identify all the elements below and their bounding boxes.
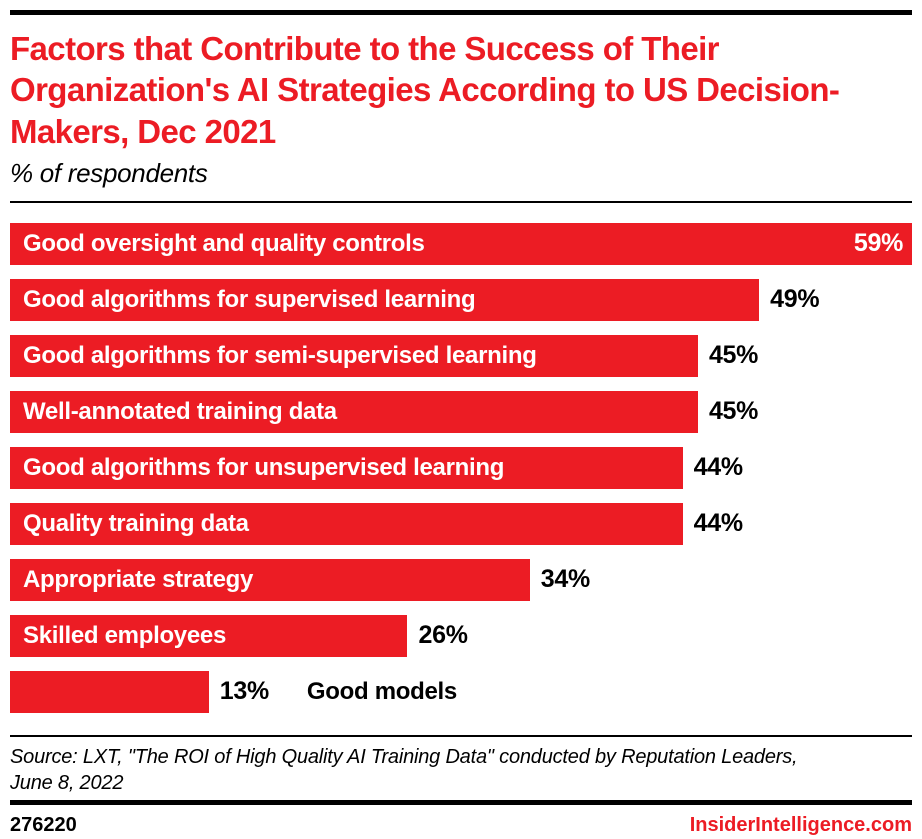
bar-value: 59% bbox=[853, 229, 903, 258]
bar-label: Skilled employees bbox=[23, 621, 227, 649]
bar bbox=[10, 670, 209, 713]
chart-title: Factors that Contribute to the Success o… bbox=[10, 30, 840, 150]
brand-link[interactable]: InsiderIntelligence.com bbox=[689, 813, 912, 836]
bar-value: 26% bbox=[418, 621, 468, 650]
source-divider bbox=[10, 734, 912, 737]
bar-value: 49% bbox=[770, 285, 820, 314]
header-divider bbox=[10, 200, 912, 203]
bar-value: 45% bbox=[708, 341, 759, 370]
bar: Good algorithms for semi-supervised lear… bbox=[10, 334, 698, 377]
bar-label: Good oversight and quality controls bbox=[23, 229, 425, 257]
source-line-1: Source: LXT, "The ROI of High Quality AI… bbox=[10, 745, 798, 768]
footer: 276220 InsiderIntelligence.com bbox=[10, 814, 912, 837]
bar-value: 44% bbox=[693, 509, 743, 538]
source-line-2: June 8, 2022 bbox=[10, 771, 124, 794]
bar-chart: Good oversight and quality controls 59% Go… bbox=[10, 222, 912, 713]
bar: Good algorithms for unsupervised learnin… bbox=[10, 446, 683, 489]
bar: Good oversight and quality controls 59% bbox=[10, 222, 912, 265]
bar-row: 13% Good models bbox=[10, 670, 912, 713]
bar: Appropriate strategy bbox=[10, 558, 530, 601]
bar-value: 44% bbox=[693, 453, 743, 482]
bar-label: Good algorithms for unsupervised learnin… bbox=[23, 453, 505, 481]
chart-id: 276220 bbox=[10, 813, 77, 836]
bar-value: 13% bbox=[219, 677, 269, 706]
bar-row: Well-annotated training data 45% bbox=[10, 390, 912, 433]
bar-row: Good oversight and quality controls 59% bbox=[10, 222, 912, 265]
bar: Good algorithms for supervised learning bbox=[10, 278, 760, 321]
bar-row: Skilled employees 26% bbox=[10, 614, 912, 657]
bar-value: 45% bbox=[708, 397, 759, 426]
bar-row: Good algorithms for unsupervised learnin… bbox=[10, 446, 912, 489]
bar-row: Appropriate strategy 34% bbox=[10, 558, 912, 601]
bar-label: Well-annotated training data bbox=[23, 397, 337, 425]
bar-label: Appropriate strategy bbox=[23, 565, 254, 593]
bar-label: Good algorithms for supervised learning bbox=[23, 285, 476, 313]
bar-row: Good algorithms for semi-supervised lear… bbox=[10, 334, 912, 377]
bar-row: Quality training data 44% bbox=[10, 502, 912, 545]
bar-value: 34% bbox=[540, 565, 590, 594]
bar-label: Good models bbox=[306, 677, 457, 705]
bar: Skilled employees bbox=[10, 614, 408, 657]
bar: Quality training data bbox=[10, 502, 683, 545]
bar: Well-annotated training data bbox=[10, 390, 698, 433]
top-rule bbox=[10, 10, 912, 15]
source-note: Source: LXT, "The ROI of High Quality AI… bbox=[10, 744, 912, 796]
bar-label: Good algorithms for semi-supervised lear… bbox=[23, 341, 537, 369]
chart-subtitle: % of respondents bbox=[10, 157, 208, 188]
bar-label: Quality training data bbox=[23, 509, 249, 537]
footer-rule bbox=[10, 799, 912, 805]
bar-row: Good algorithms for supervised learning 4… bbox=[10, 278, 912, 321]
